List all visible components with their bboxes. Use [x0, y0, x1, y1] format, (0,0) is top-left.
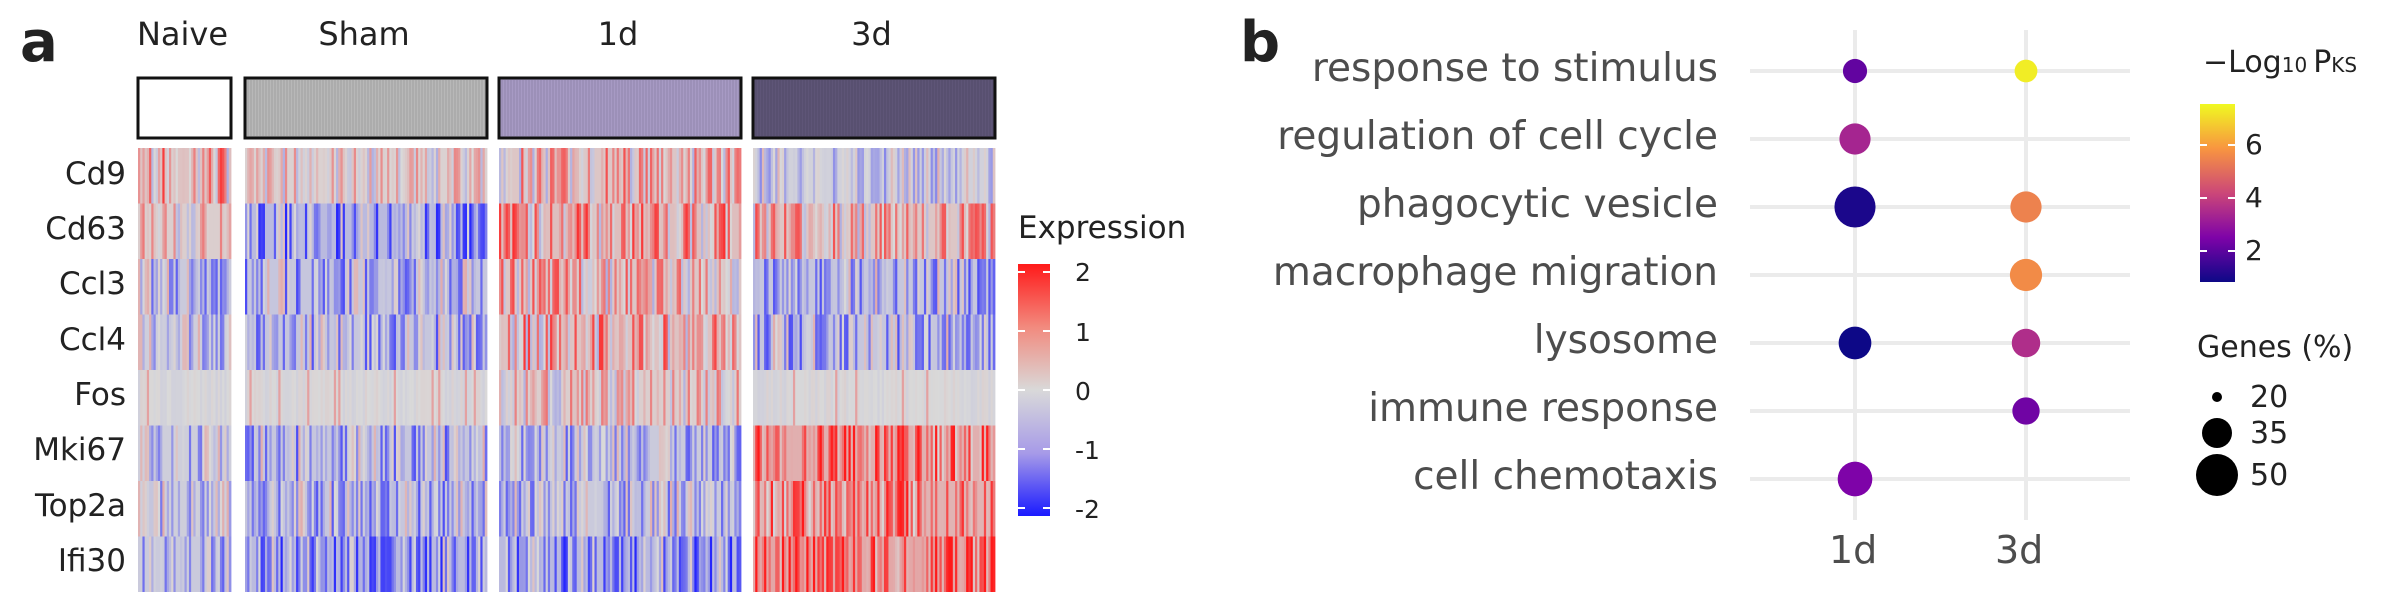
heatmap-block-1d	[499, 148, 742, 592]
pks-tick-6: 6	[2245, 128, 2263, 161]
genes-legend-title: Genes (%)	[2197, 330, 2354, 365]
term-label-response-to-stimulus: response to stimulus	[1311, 46, 1718, 91]
dot-3d-immune-response	[2012, 397, 2040, 425]
dot-3d-phagocytic-vesicle	[2010, 191, 2042, 223]
term-label-regulation-of-cell-cycle: regulation of cell cycle	[1277, 114, 1718, 159]
gene-label-cd63: Cd63	[45, 211, 126, 247]
term-label-macrophage-migration: macrophage migration	[1272, 250, 1718, 295]
term-label-phagocytic-vesicle: phagocytic vesicle	[1357, 182, 1718, 227]
expression-tick-2: 2	[1075, 258, 1091, 287]
pks-title-main: −Log	[2203, 45, 2282, 80]
heatmap-block-naive	[138, 148, 232, 592]
genes-legend-dot-35	[2202, 418, 2232, 448]
dot-1d-regulation-of-cell-cycle	[1839, 123, 1871, 155]
pks-title-ks: KS	[2331, 53, 2358, 77]
expression-tick-minus2: -2	[1075, 495, 1100, 524]
heatmap-block-3d	[753, 148, 996, 592]
expression-tick-minus1: -1	[1075, 436, 1100, 465]
dot-3d-lysosome	[2011, 328, 2041, 358]
genes-legend-dot-50	[2196, 454, 2238, 496]
gene-label-top2a: Top2a	[34, 488, 126, 524]
group-annotation-sham	[243, 76, 489, 140]
x-tick-3d: 3d	[1995, 528, 2044, 572]
gene-label-ifi30: Ifi30	[57, 543, 126, 579]
panel-a-letter: a	[20, 10, 58, 75]
genes-legend-dot-20	[2212, 392, 2222, 402]
heatmap-block-sham	[245, 148, 488, 592]
group-label-naive: Naive	[136, 15, 229, 53]
dot-1d-cell-chemotaxis	[1837, 461, 1873, 497]
dot-plot	[1750, 30, 2130, 520]
pks-tick-2: 2	[2245, 234, 2263, 267]
expression-tick-1: 1	[1075, 318, 1091, 347]
gene-label-ccl4: Ccl4	[58, 322, 126, 358]
term-label-cell-chemotaxis: cell chemotaxis	[1413, 454, 1718, 499]
term-label-immune-response: immune response	[1368, 386, 1718, 431]
pks-colorbar	[2200, 104, 2235, 282]
group-annotation-naive	[136, 76, 233, 140]
gene-label-fos: Fos	[74, 377, 126, 413]
gene-label-cd9: Cd9	[64, 156, 126, 192]
gene-label-ccl3: Ccl3	[58, 266, 126, 302]
dot-3d-response-to-stimulus	[2014, 59, 2038, 83]
heatmap	[136, 76, 997, 592]
expression-colorbar-ticks	[1018, 271, 1050, 509]
dot-3d-macrophage-migration	[2009, 258, 2043, 292]
dot-1d-phagocytic-vesicle	[1834, 186, 1876, 228]
group-annotation-1d	[497, 76, 743, 140]
pks-colorbar-ticks	[2200, 144, 2235, 252]
group-annotation-3d	[751, 76, 997, 140]
panel-b-letter: b	[1240, 10, 1281, 75]
pks-legend-title: −Log10 PKS	[2203, 45, 2357, 80]
dot-1d-lysosome	[1838, 326, 1872, 360]
group-label-sham: Sham	[318, 15, 410, 53]
group-label-3d: 3d	[851, 15, 892, 53]
genes-legend-35: 35	[2250, 416, 2289, 451]
group-label-1d: 1d	[597, 15, 639, 53]
genes-legend-dots	[2196, 392, 2238, 496]
expression-legend-title: Expression	[1018, 210, 1187, 246]
gene-label-mki67: Mki67	[33, 432, 126, 468]
dot-1d-response-to-stimulus	[1842, 58, 1868, 84]
expression-tick-0: 0	[1075, 377, 1091, 406]
pks-title-p: P	[2313, 45, 2332, 80]
term-label-lysosome: lysosome	[1533, 318, 1718, 363]
pks-title-sub: 10	[2281, 53, 2308, 77]
pks-tick-4: 4	[2245, 181, 2263, 214]
x-tick-1d: 1d	[1829, 528, 1878, 572]
genes-legend-20: 20	[2250, 380, 2289, 415]
genes-legend-50: 50	[2250, 458, 2289, 493]
